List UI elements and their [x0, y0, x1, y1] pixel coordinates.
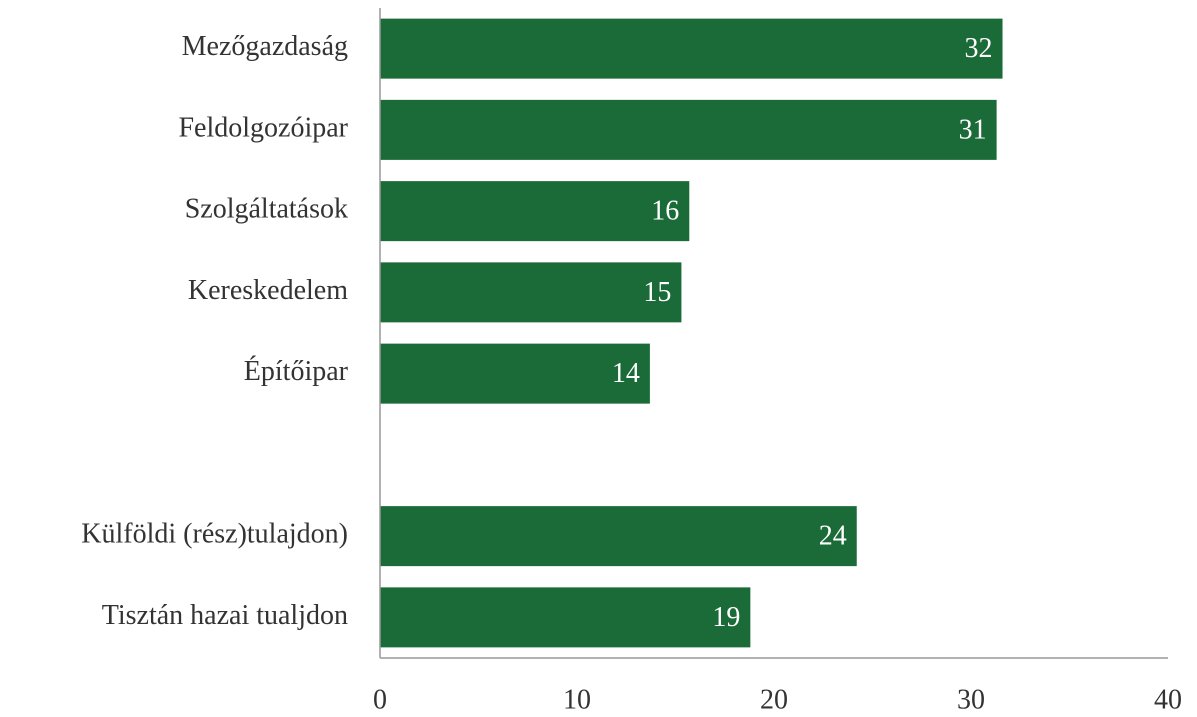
y-tick-label: Feldolgozóipar	[178, 112, 348, 143]
bar	[380, 343, 650, 404]
data-label: 14	[612, 358, 640, 389]
data-label: 15	[643, 277, 671, 308]
y-tick-label: Tisztán hazai tualjdon	[102, 600, 348, 631]
y-tick-label: Szolgáltatások	[185, 194, 348, 225]
x-tick-label: 0	[373, 684, 387, 715]
x-tick-label: 20	[760, 684, 788, 715]
bar	[380, 181, 690, 242]
bar	[380, 506, 857, 567]
data-label: 16	[651, 196, 679, 227]
y-tick-label: Kereskedelem	[188, 275, 348, 306]
y-tick-label: Mezőgazdaság	[182, 31, 348, 62]
bar	[380, 18, 1003, 79]
bar	[380, 99, 997, 160]
y-tick-label: Építőipar	[244, 356, 349, 387]
bar	[380, 587, 751, 648]
y-tick-label: Külföldi (rész)tulajdon)	[81, 519, 348, 550]
bar	[380, 262, 682, 323]
x-tick-label: 40	[1154, 684, 1182, 715]
x-tick-label: 30	[957, 684, 985, 715]
data-label: 32	[965, 33, 993, 64]
x-tick-label: 10	[563, 684, 591, 715]
data-label: 19	[712, 602, 740, 633]
data-label: 31	[959, 114, 987, 145]
data-label: 24	[819, 521, 847, 552]
